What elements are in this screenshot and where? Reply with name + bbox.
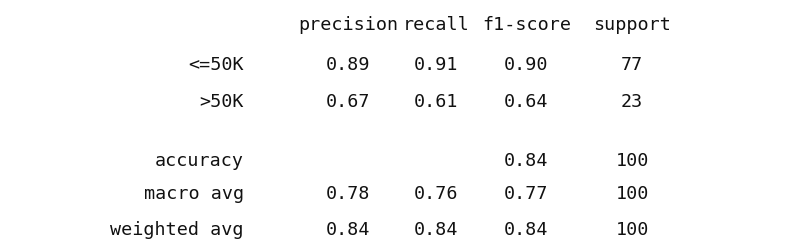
Text: macro avg: macro avg	[144, 185, 244, 203]
Text: precision: precision	[298, 16, 398, 34]
Text: 0.67: 0.67	[326, 93, 370, 111]
Text: 100: 100	[615, 185, 649, 203]
Text: 0.84: 0.84	[504, 221, 549, 239]
Text: weighted avg: weighted avg	[110, 221, 244, 239]
Text: 77: 77	[621, 56, 643, 74]
Text: 0.64: 0.64	[504, 93, 549, 111]
Text: recall: recall	[402, 16, 470, 34]
Text: f1-score: f1-score	[482, 16, 571, 34]
Text: 0.90: 0.90	[504, 56, 549, 74]
Text: accuracy: accuracy	[155, 152, 244, 170]
Text: support: support	[593, 16, 671, 34]
Text: 0.91: 0.91	[414, 56, 458, 74]
Text: <=50K: <=50K	[188, 56, 244, 74]
Text: 0.76: 0.76	[414, 185, 458, 203]
Text: 23: 23	[621, 93, 643, 111]
Text: 100: 100	[615, 152, 649, 170]
Text: 0.84: 0.84	[326, 221, 370, 239]
Text: 0.78: 0.78	[326, 185, 370, 203]
Text: 0.61: 0.61	[414, 93, 458, 111]
Text: 0.89: 0.89	[326, 56, 370, 74]
Text: >50K: >50K	[199, 93, 244, 111]
Text: 0.84: 0.84	[414, 221, 458, 239]
Text: 0.77: 0.77	[504, 185, 549, 203]
Text: 100: 100	[615, 221, 649, 239]
Text: 0.84: 0.84	[504, 152, 549, 170]
